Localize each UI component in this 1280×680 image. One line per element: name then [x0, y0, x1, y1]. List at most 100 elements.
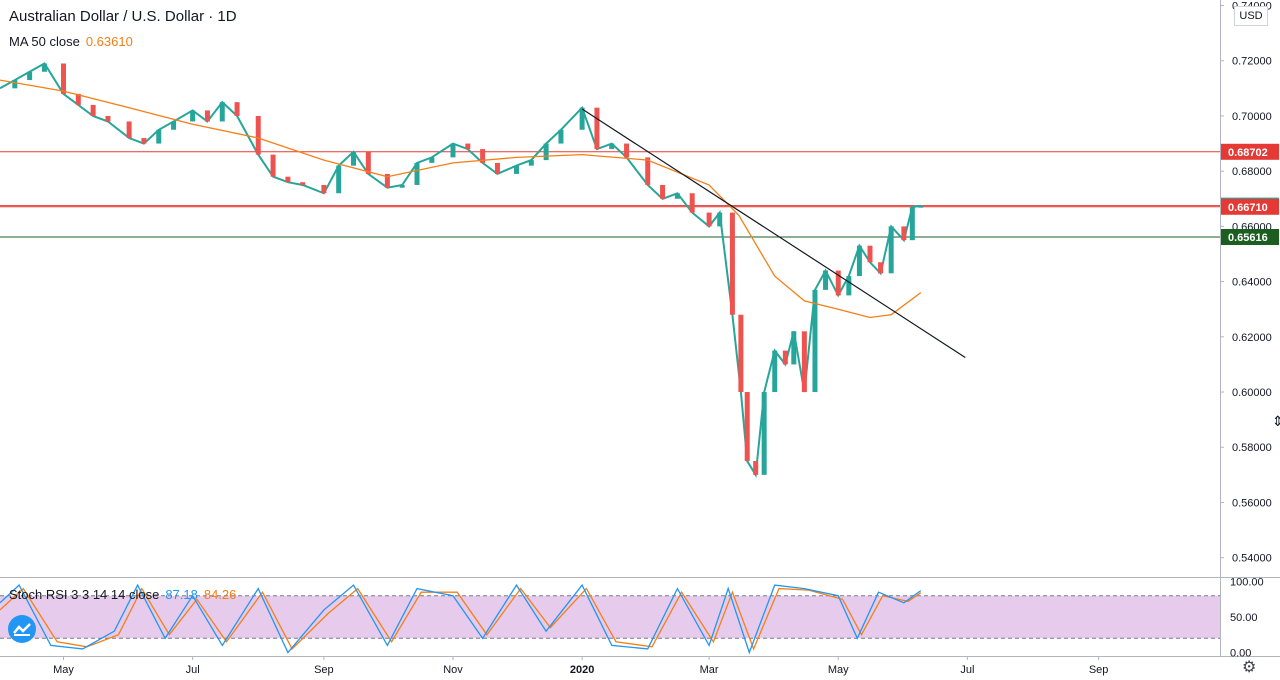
level-badge-label: 0.68702: [1228, 147, 1268, 159]
stoch-k-line: [0, 583, 922, 655]
price-candle: [888, 226, 894, 274]
currency-badge[interactable]: USD: [1234, 6, 1268, 26]
price-candle: [645, 157, 651, 185]
price-candle: [543, 143, 549, 161]
price-candle: [255, 115, 261, 155]
stoch-d-line: [0, 587, 922, 651]
level-badge-3: [1221, 228, 1279, 245]
price-candle: [494, 162, 500, 174]
price-candle: [812, 289, 818, 393]
oscillator-tick-label: 50.00: [1230, 612, 1258, 624]
price-candle: [660, 184, 666, 199]
price-candle: [856, 245, 862, 277]
price-tick-label: 0.72000: [1232, 56, 1272, 68]
price-candle: [801, 331, 807, 393]
price-candle: [156, 129, 162, 144]
price-candle: [706, 212, 712, 227]
time-tick-label: Sep: [1089, 664, 1109, 676]
ma-line: [0, 79, 922, 319]
price-tick-label: 0.70000: [1232, 111, 1272, 123]
oscillator-tick-label: 100.00: [1230, 577, 1264, 589]
price-candle: [717, 212, 723, 227]
resize-cursor-icon: ⇕: [1272, 413, 1280, 429]
price-candle: [753, 461, 759, 475]
level-badge-0: [1221, 143, 1279, 160]
price-candle: [624, 143, 630, 158]
time-tick-label: Sep: [314, 664, 334, 676]
price-candle: [480, 149, 486, 163]
price-candle: [738, 314, 744, 393]
time-tick-label: May: [53, 664, 74, 676]
time-tick-label: Jul: [186, 664, 200, 676]
price-line: [0, 62, 921, 478]
price-tick-label: 0.62000: [1232, 332, 1272, 344]
price-candle: [414, 162, 420, 185]
price-candle: [105, 115, 111, 122]
price-tick-label: 0.60000: [1232, 387, 1272, 399]
time-tick-label: Nov: [443, 664, 463, 676]
price-candle: [867, 245, 873, 263]
price-axis-area: [1220, 0, 1280, 680]
price-tick-label: 0.58000: [1232, 442, 1272, 454]
price-candle: [90, 104, 96, 116]
price-candle: [141, 138, 147, 144]
price-candle: [513, 165, 519, 174]
oscillator-pane: [0, 583, 1220, 655]
ma-legend: MA 50 close 0.63610: [9, 34, 133, 49]
ma-value: 0.63610: [85, 34, 133, 49]
price-candle: [234, 102, 240, 116]
price-candle: [399, 184, 405, 188]
price-candle: [126, 121, 132, 139]
time-tick-label: Jul: [960, 664, 974, 676]
price-candle: [171, 121, 177, 130]
gear-icon[interactable]: ⚙: [1242, 659, 1257, 676]
price-candle: [61, 63, 67, 94]
price-candle: [190, 110, 196, 122]
price-tick-label: 0.56000: [1232, 497, 1272, 509]
price-candle: [689, 193, 695, 213]
time-tick-label: 2020: [570, 664, 594, 676]
price-candle: [12, 80, 18, 89]
price-candle: [365, 151, 371, 174]
stoch-k-value: 87.18: [165, 587, 198, 602]
price-candle: [594, 107, 600, 150]
price-candle: [772, 350, 778, 393]
price-candle: [41, 63, 47, 72]
price-candle: [558, 129, 564, 144]
price-candle: [609, 143, 615, 150]
time-tick-label: Mar: [700, 664, 719, 676]
price-candle: [384, 173, 390, 188]
price-candle: [300, 182, 306, 185]
price-candle: [528, 160, 534, 166]
price-candle: [219, 102, 225, 122]
price-tick-label: 0.68000: [1232, 166, 1272, 178]
price-candle: [878, 262, 884, 274]
price-candle: [918, 205, 924, 208]
price-candle: [465, 143, 471, 150]
price-candle: [450, 143, 456, 158]
price-candle: [729, 212, 735, 315]
price-tick-label: 0.54000: [1232, 553, 1272, 565]
price-candle: [791, 331, 797, 365]
level-badge-2: [1221, 198, 1279, 215]
time-tick-label: May: [828, 664, 849, 676]
stoch-rsi-legend: Stoch RSI 3 3 14 14 close 87.18 84.26: [9, 587, 236, 602]
price-candle: [270, 154, 276, 177]
price-tick-label: 0.64000: [1232, 277, 1272, 289]
price-candle: [761, 392, 767, 475]
price-candle: [27, 71, 33, 81]
tradingview-logo-icon[interactable]: [8, 615, 36, 643]
price-candle: [321, 184, 327, 194]
trendline: [581, 108, 966, 359]
stoch-d-value: 84.26: [203, 587, 237, 602]
price-pane: [0, 62, 1220, 478]
price-candle: [846, 276, 852, 296]
symbol-title: Australian Dollar / U.S. Dollar · 1D: [9, 8, 237, 25]
price-candle: [429, 157, 435, 163]
stoch-rsi-label: Stoch RSI 3 3 14 14 close: [9, 587, 160, 602]
price-candle: [75, 93, 81, 105]
price-candle: [336, 165, 342, 194]
